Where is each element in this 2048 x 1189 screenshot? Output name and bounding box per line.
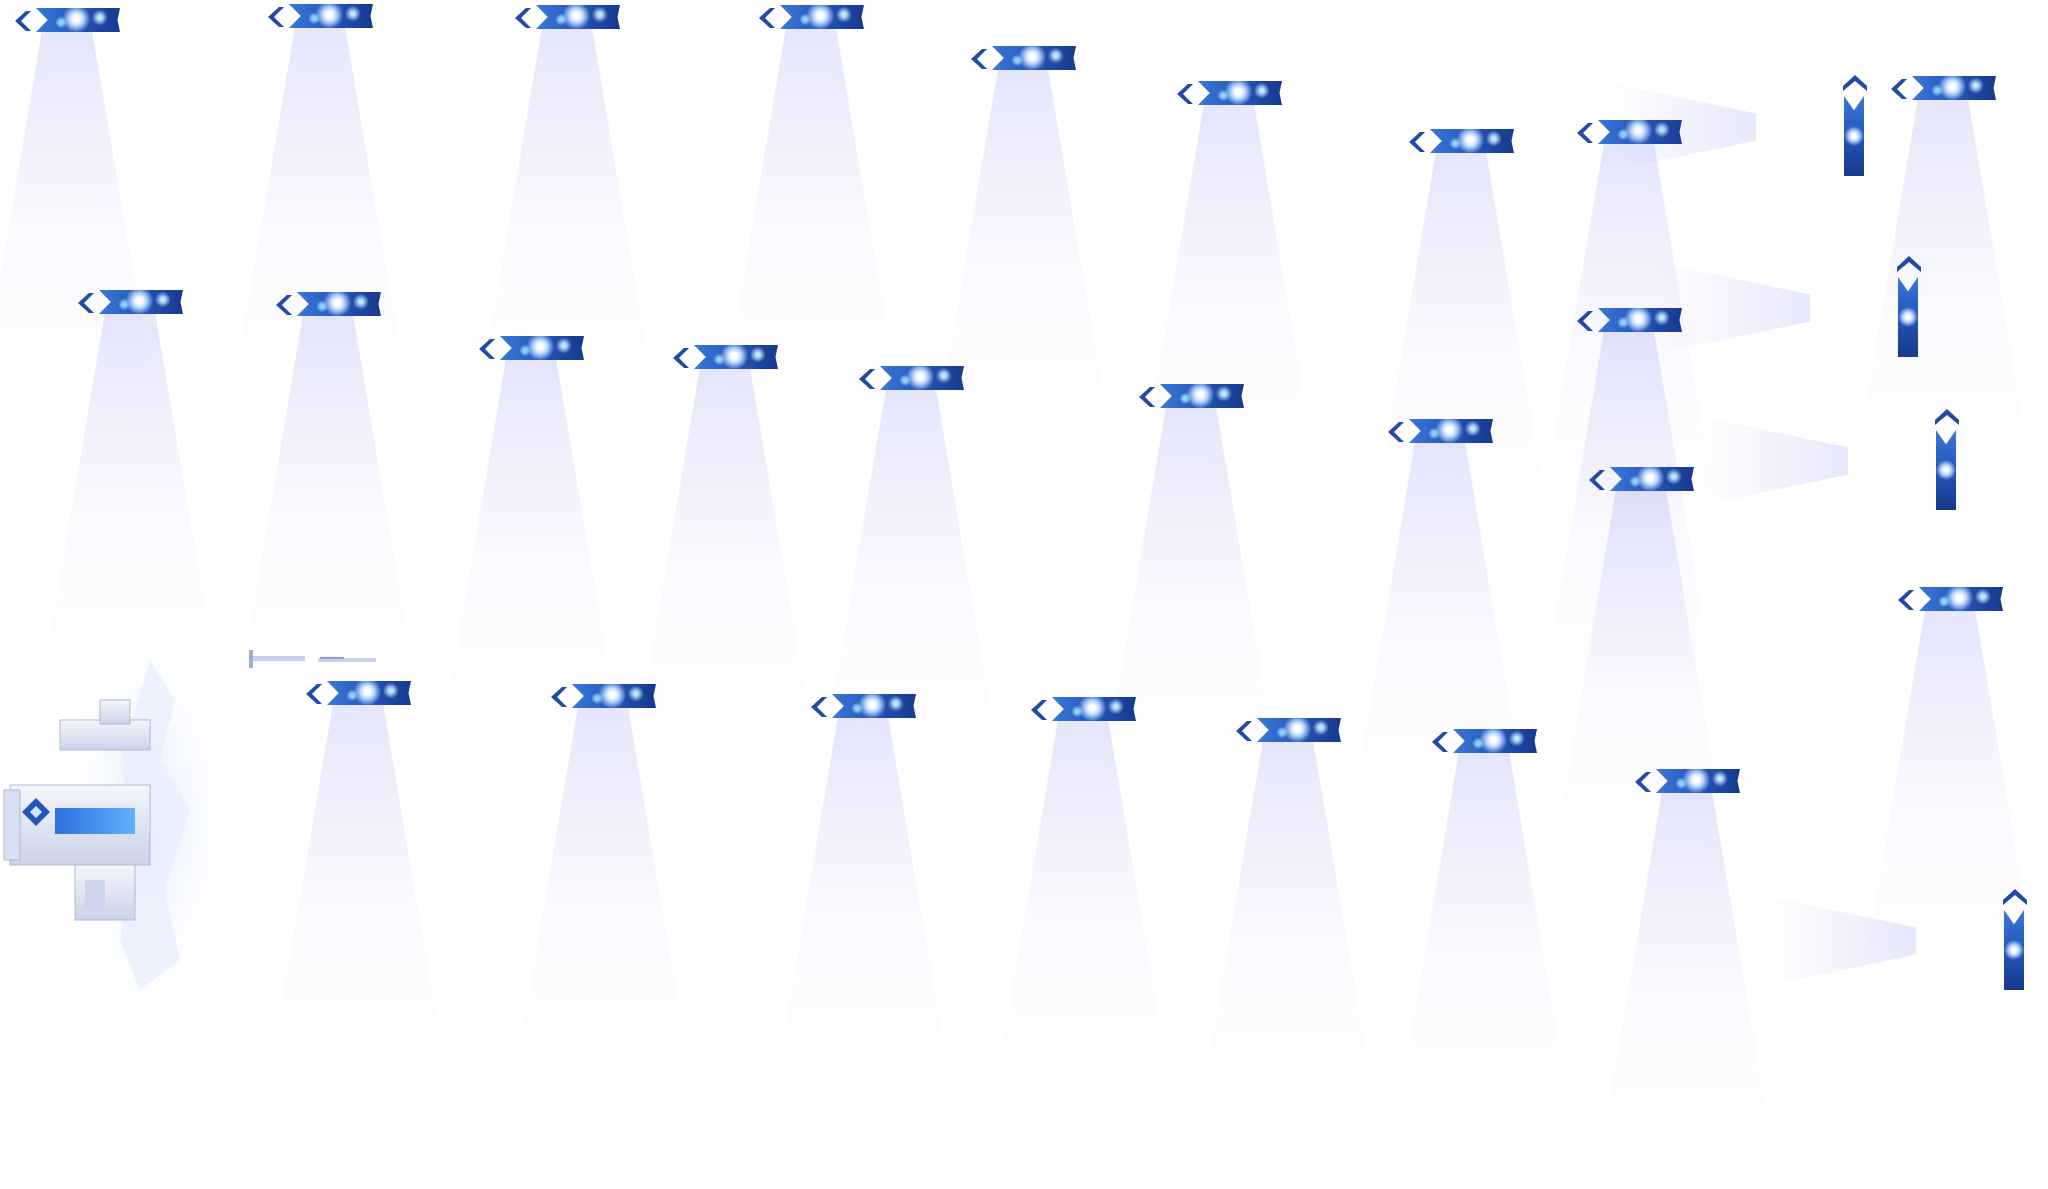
- nebula-signpost-icon: [1430, 129, 1514, 153]
- chevron-icon: [1432, 732, 1448, 752]
- chevron-icon: [1898, 590, 1914, 610]
- nebula-signpost-icon: [1257, 718, 1341, 742]
- nebula-signpost-icon: [289, 4, 373, 28]
- chevron-icon: [479, 339, 495, 359]
- signpost-sprite: [1102, 384, 1280, 804]
- chevron-icon: [1177, 84, 1193, 104]
- chevron-icon: [1139, 387, 1155, 407]
- nebula-signpost-icon: [832, 694, 916, 718]
- nebula-signpost-icon: [1598, 120, 1682, 144]
- signpost-sprite: [269, 681, 447, 1101]
- nebula-signpost-icon: [1052, 697, 1136, 721]
- vertical-signpost-sprite: [1698, 406, 1968, 536]
- vertical-signpost-sprite: [1660, 253, 1930, 383]
- chevron-icon: [268, 7, 284, 27]
- frame-bar-sprite: [249, 650, 376, 668]
- signpost-sprite: [994, 697, 1172, 1117]
- chevron-icon: [306, 684, 322, 704]
- chevron-icon: [276, 295, 292, 315]
- chevron-icon: [1635, 772, 1651, 792]
- chevron-icon: [1031, 700, 1047, 720]
- nebula-signpost-icon: [36, 8, 120, 32]
- nebula-signpost-icon: [1898, 277, 1918, 357]
- nebula-signpost-icon: [99, 290, 183, 314]
- ice-castle-icon: [3, 650, 220, 990]
- signpost-sprite: [1598, 769, 1776, 1189]
- chevron-icon: [1388, 422, 1404, 442]
- chevron-icon: [811, 697, 827, 717]
- nebula-signpost-icon: [1844, 96, 1864, 176]
- nebula-signpost-icon: [572, 684, 656, 708]
- nebula-signpost-icon: [1198, 81, 1282, 105]
- nebula-signpost-icon: [780, 5, 864, 29]
- vertical-signpost-sprite: [1766, 886, 2036, 1016]
- chevron-icon: [1577, 311, 1593, 331]
- chevron-icon: [1409, 132, 1425, 152]
- nebula-signpost-icon: [1919, 587, 2003, 611]
- chevron-icon: [515, 8, 531, 28]
- nebula-signpost-icon: [327, 681, 411, 705]
- nebula-signpost-icon: [500, 336, 584, 360]
- chevron-icon: [673, 348, 689, 368]
- signpost-sprite: [1199, 718, 1377, 1138]
- sprite-atlas: [0, 4, 2039, 1171]
- chevron-icon: [759, 8, 775, 28]
- chevron-icon: [1891, 79, 1907, 99]
- chevron-icon: [1935, 409, 1959, 425]
- chevron-icon: [1236, 721, 1252, 741]
- signpost-sprite: [514, 684, 692, 1104]
- nebula-signpost-icon: [880, 366, 964, 390]
- chevron-icon: [15, 11, 31, 31]
- chevron-icon: [1897, 256, 1921, 272]
- nebula-signpost-icon: [1912, 76, 1996, 100]
- signpost-sprite: [1395, 729, 1573, 1149]
- chevron-icon: [2003, 889, 2027, 905]
- nebula-signpost-icon: [297, 292, 381, 316]
- chevron-icon: [859, 369, 875, 389]
- chevron-icon: [1577, 123, 1593, 143]
- nebula-signpost-icon: [1409, 419, 1493, 443]
- signpost-sprite: [774, 694, 952, 1114]
- chevron-icon: [1589, 470, 1605, 490]
- nebula-signpost-icon: [1610, 467, 1694, 491]
- nebula-signpost-icon: [2004, 910, 2024, 990]
- chevron-icon: [551, 687, 567, 707]
- chevron-icon: [971, 49, 987, 69]
- signpost-sprite: [636, 345, 814, 765]
- nebula-signpost-icon: [1656, 769, 1740, 793]
- chevron-icon: [1843, 75, 1867, 91]
- nebula-signpost-icon: [1160, 384, 1244, 408]
- signpost-sprite: [934, 46, 1112, 466]
- nebula-signpost-icon: [694, 345, 778, 369]
- nebula-signpost-icon: [1453, 729, 1537, 753]
- nebula-signpost-icon: [1936, 430, 1956, 510]
- nebula-signpost-icon: [992, 46, 1076, 70]
- nebula-signpost-icon: [1598, 308, 1682, 332]
- chevron-icon: [78, 293, 94, 313]
- nebula-signpost-icon: [536, 5, 620, 29]
- vertical-signpost-sprite: [1606, 72, 1876, 202]
